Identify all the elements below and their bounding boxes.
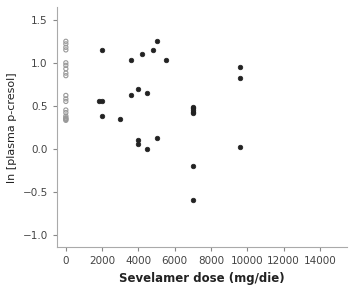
Point <box>129 93 134 98</box>
Point <box>63 45 69 50</box>
Point <box>150 48 156 52</box>
Point <box>63 97 69 101</box>
Point <box>190 111 196 116</box>
Y-axis label: ln [plasma p-cresol]: ln [plasma p-cresol] <box>7 72 17 182</box>
Point <box>63 108 69 112</box>
Point <box>154 135 159 140</box>
Point <box>237 76 243 81</box>
Point <box>163 58 169 62</box>
Point <box>118 116 123 121</box>
Point <box>63 118 69 123</box>
Point <box>190 164 196 168</box>
Point <box>63 116 69 121</box>
Point <box>136 142 141 147</box>
Point <box>63 93 69 98</box>
Point <box>96 99 101 104</box>
Point <box>145 91 150 95</box>
Point <box>63 67 69 71</box>
Point <box>129 58 134 62</box>
Point <box>63 41 69 46</box>
Point <box>139 52 145 57</box>
Point <box>99 114 105 118</box>
Point <box>190 110 196 114</box>
Point <box>136 86 141 91</box>
Point <box>190 106 196 111</box>
Point <box>154 39 159 44</box>
Point <box>63 117 69 122</box>
Point <box>63 114 69 118</box>
Point <box>63 60 69 65</box>
Point <box>63 99 69 104</box>
Point <box>63 110 69 115</box>
Point <box>99 48 105 52</box>
Point <box>190 105 196 110</box>
Point <box>237 65 243 69</box>
Point <box>99 99 105 104</box>
Point <box>63 39 69 44</box>
Point <box>63 73 69 78</box>
Point <box>63 115 69 120</box>
Point <box>136 138 141 142</box>
Point <box>63 63 69 68</box>
Point <box>145 146 150 151</box>
Point <box>190 108 196 112</box>
Point <box>63 48 69 52</box>
Point <box>237 145 243 149</box>
Point <box>190 198 196 203</box>
Point <box>63 71 69 75</box>
X-axis label: Sevelamer dose (mg/die): Sevelamer dose (mg/die) <box>119 272 285 285</box>
